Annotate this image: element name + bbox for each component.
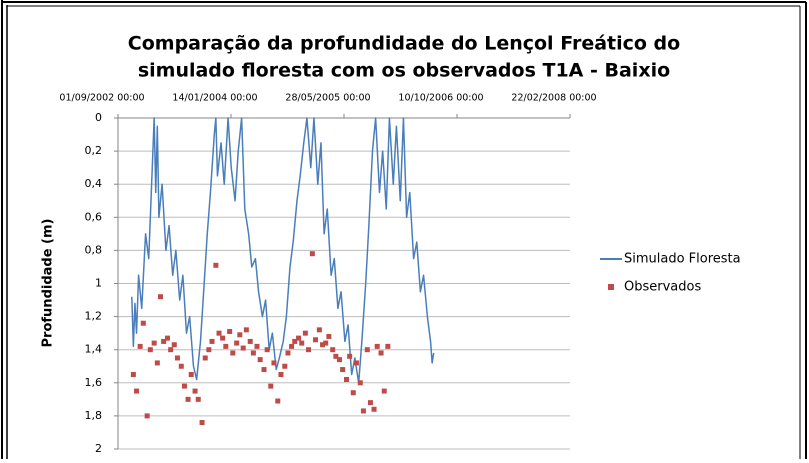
scatter-point xyxy=(299,340,305,346)
legend-label: Simulado Floresta xyxy=(624,252,741,267)
scatter-point xyxy=(171,342,177,348)
x-tick-label: 22/02/2008 00:00 xyxy=(511,93,596,104)
legend-swatch xyxy=(608,284,614,290)
scatter-point xyxy=(320,342,326,348)
scatter-point xyxy=(357,380,363,386)
scatter-point xyxy=(343,376,349,382)
chart-title: simulado floresta com os observados T1A … xyxy=(138,60,670,82)
scatter-point xyxy=(137,343,143,349)
scatter-point xyxy=(313,337,319,343)
scatter-point xyxy=(185,396,191,402)
scatter-point xyxy=(140,320,146,326)
scatter-point xyxy=(227,328,233,334)
scatter-point xyxy=(271,360,277,366)
scatter-point xyxy=(181,383,187,389)
scatter-point xyxy=(220,335,226,341)
scatter-point xyxy=(378,350,384,356)
scatter-point xyxy=(144,413,150,419)
y-tick-label: 2 xyxy=(95,442,102,455)
y-tick-label: 1 xyxy=(95,277,102,290)
scatter-point xyxy=(350,390,356,396)
scatter-point xyxy=(385,343,391,349)
scatter-point xyxy=(237,332,243,338)
scatter-point xyxy=(326,333,332,339)
scatter-point xyxy=(261,367,267,373)
scatter-point xyxy=(296,335,302,341)
scatter-point xyxy=(216,330,222,336)
scatter-point xyxy=(195,396,201,402)
scatter-point xyxy=(371,406,377,412)
scatter-point xyxy=(302,330,308,336)
x-tick-label: 28/05/2005 00:00 xyxy=(285,93,370,104)
scatter-point xyxy=(174,355,180,361)
legend-label: Observados xyxy=(624,280,701,295)
scatter-point xyxy=(247,338,253,344)
y-tick-label: 0,6 xyxy=(85,210,103,223)
scatter-point xyxy=(347,353,353,359)
scatter-point xyxy=(282,363,288,369)
scatter-point xyxy=(164,335,170,341)
y-tick-label: 0,8 xyxy=(85,243,103,256)
y-tick-label: 1,8 xyxy=(85,409,103,422)
scatter-point xyxy=(364,347,370,353)
scatter-point xyxy=(289,343,295,349)
scatter-point xyxy=(340,367,346,373)
scatter-point xyxy=(168,347,174,353)
scatter-point xyxy=(213,262,219,268)
scatter-point xyxy=(192,388,198,394)
x-tick-label: 10/10/2006 00:00 xyxy=(398,93,483,104)
scatter-point xyxy=(309,251,315,257)
scatter-point xyxy=(178,363,184,369)
x-tick-label: 14/01/2004 00:00 xyxy=(172,93,257,104)
scatter-point xyxy=(199,420,205,426)
scatter-point xyxy=(154,360,160,366)
scatter-point xyxy=(254,343,260,349)
scatter-point xyxy=(161,338,167,344)
scatter-point xyxy=(381,388,387,394)
scatter-point xyxy=(360,408,366,414)
scatter-point xyxy=(292,338,298,344)
y-tick-label: 1,2 xyxy=(85,310,103,323)
scatter-point xyxy=(374,343,380,349)
y-tick-label: 1,6 xyxy=(85,376,103,389)
scatter-point xyxy=(333,353,339,359)
y-axis-label: Profundidade (m) xyxy=(41,219,56,348)
scatter-point xyxy=(285,350,291,356)
scatter-point xyxy=(250,350,256,356)
scatter-point xyxy=(336,357,342,363)
scatter-point xyxy=(367,400,373,406)
scatter-point xyxy=(209,338,215,344)
y-tick-label: 0,2 xyxy=(85,144,103,157)
scatter-point xyxy=(202,355,208,361)
scatter-point xyxy=(323,340,329,346)
scatter-point xyxy=(240,345,246,351)
y-tick-label: 1,4 xyxy=(85,343,103,356)
scatter-point xyxy=(206,347,212,353)
x-tick-label: 01/09/2002 00:00 xyxy=(59,93,144,104)
scatter-point xyxy=(188,372,194,378)
scatter-point xyxy=(268,383,274,389)
scatter-point xyxy=(264,347,270,353)
scatter-point xyxy=(151,340,157,346)
line-series xyxy=(131,117,435,384)
scatter-point xyxy=(316,327,322,333)
scatter-point xyxy=(243,327,249,333)
scatter-point xyxy=(278,372,284,378)
scatter-point xyxy=(330,347,336,353)
scatter-point xyxy=(275,398,281,404)
scatter-point xyxy=(134,388,140,394)
scatter-point xyxy=(234,340,240,346)
scatter-point xyxy=(223,343,229,349)
scatter-point xyxy=(230,350,236,356)
scatter-point xyxy=(130,372,136,378)
scatter-point xyxy=(353,360,359,366)
scatter-point xyxy=(257,357,263,363)
y-tick-label: 0 xyxy=(95,111,102,124)
scatter-point xyxy=(157,294,163,300)
scatter-point xyxy=(306,347,312,353)
y-tick-label: 0,4 xyxy=(85,177,103,190)
chart-title: Comparação da profundidade do Lençol Fre… xyxy=(128,33,680,55)
scatter-point xyxy=(147,347,153,353)
